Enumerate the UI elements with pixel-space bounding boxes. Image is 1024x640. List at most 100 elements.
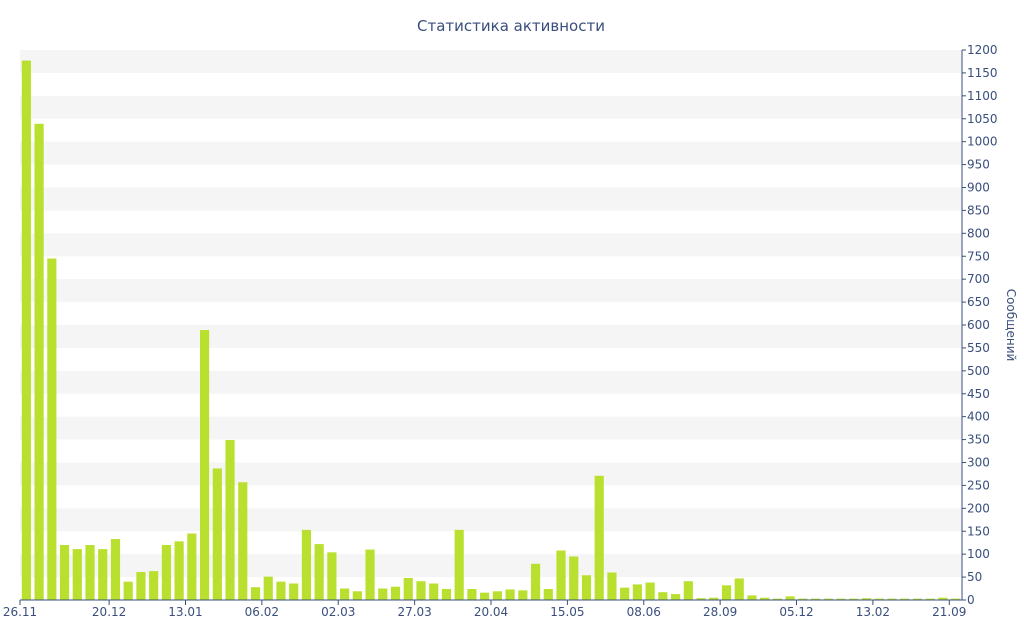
bar: [225, 440, 235, 600]
y-axis-label: Сообщений: [1004, 289, 1018, 362]
bar: [200, 330, 210, 600]
x-tick-label: 06.02: [245, 605, 279, 619]
bar: [505, 589, 515, 600]
bar: [696, 598, 706, 600]
y-tick-label: 800: [967, 226, 990, 240]
y-tick-label: 450: [967, 387, 990, 401]
bar: [34, 123, 44, 600]
bar: [467, 589, 477, 600]
bar: [836, 598, 846, 601]
grid-band: [20, 95, 962, 119]
y-tick-label: 350: [967, 433, 990, 447]
bar: [658, 592, 668, 600]
y-tick-label: 900: [967, 181, 990, 195]
bar: [887, 598, 897, 601]
x-tick-label: 13.02: [856, 605, 890, 619]
x-tick-label: 28.09: [703, 605, 737, 619]
y-tick-label: 50: [967, 570, 982, 584]
bar: [951, 598, 961, 601]
y-tick-label: 1200: [967, 43, 998, 57]
bar: [620, 587, 630, 601]
bar: [378, 588, 388, 600]
bar: [938, 597, 948, 600]
grid-band: [20, 325, 962, 348]
bar: [785, 596, 795, 600]
bar: [250, 587, 261, 600]
bar: [518, 590, 528, 601]
bar: [187, 533, 197, 600]
y-tick-label: 250: [967, 478, 990, 492]
bar: [327, 552, 337, 600]
bar: [861, 598, 872, 600]
y-tick-label: 0: [967, 593, 975, 607]
bar: [403, 578, 413, 600]
bar: [276, 581, 286, 600]
bar: [390, 586, 401, 600]
grid-band: [20, 462, 962, 486]
grid-band: [20, 554, 962, 578]
y-tick-label: 600: [967, 318, 990, 332]
bars-group: [21, 60, 961, 601]
y-tick-label: 1050: [967, 112, 998, 126]
bar: [301, 529, 312, 601]
y-tick-label: 700: [967, 272, 990, 286]
bar: [747, 595, 757, 600]
bar: [594, 475, 604, 600]
bar: [530, 563, 541, 600]
bar: [289, 583, 299, 600]
bar: [683, 581, 693, 600]
bar: [925, 598, 935, 601]
bar: [429, 583, 439, 600]
bar: [480, 592, 490, 600]
y-tick-label: 550: [967, 341, 990, 355]
bar: [849, 598, 859, 601]
bar: [72, 549, 82, 601]
bar: [645, 582, 655, 600]
bar: [607, 572, 617, 600]
bar: [454, 529, 464, 601]
bar: [709, 597, 719, 600]
bar: [352, 591, 362, 600]
bar: [811, 598, 821, 601]
chart-title: Статистика активности: [417, 17, 605, 35]
y-tick-label: 1000: [967, 135, 998, 149]
bar: [671, 594, 681, 600]
grid-band: [20, 187, 962, 211]
y-tick-label: 950: [967, 158, 990, 172]
bar: [136, 572, 146, 600]
x-tick-label: 05.12: [779, 605, 813, 619]
x-tick-label: 02.03: [321, 605, 355, 619]
y-tick-label: 100: [967, 547, 990, 561]
bar: [416, 581, 426, 600]
x-tick-label: 26.11: [3, 605, 37, 619]
bar: [734, 578, 744, 600]
y-tick-label: 200: [967, 501, 990, 515]
grid-band: [20, 141, 962, 165]
grid-band: [20, 416, 962, 440]
y-tick-label: 1100: [967, 89, 998, 103]
grid-band: [20, 508, 962, 532]
bar: [174, 541, 184, 600]
bar: [569, 556, 579, 600]
bar: [721, 585, 732, 600]
bar: [365, 549, 375, 600]
grid-band: [20, 279, 962, 303]
x-tick-label: 08.06: [627, 605, 661, 619]
bar: [772, 598, 783, 601]
bar: [161, 545, 171, 600]
bar: [543, 589, 553, 600]
y-axis: 0 50 100 150 200 250 300 350 400 450 500 550 600 650 7…: [961, 43, 998, 607]
bar: [123, 581, 133, 600]
x-tick-label: 13.01: [168, 605, 202, 619]
x-tick-label: 21.09: [932, 605, 966, 619]
bar: [212, 468, 222, 600]
y-tick-label: 850: [967, 203, 990, 217]
y-tick-label: 750: [967, 249, 990, 263]
bar: [823, 598, 833, 601]
bar: [798, 598, 808, 601]
grid-band: [20, 50, 962, 73]
bar: [441, 589, 452, 600]
bar: [900, 598, 910, 601]
y-tick-label: 300: [967, 456, 990, 470]
